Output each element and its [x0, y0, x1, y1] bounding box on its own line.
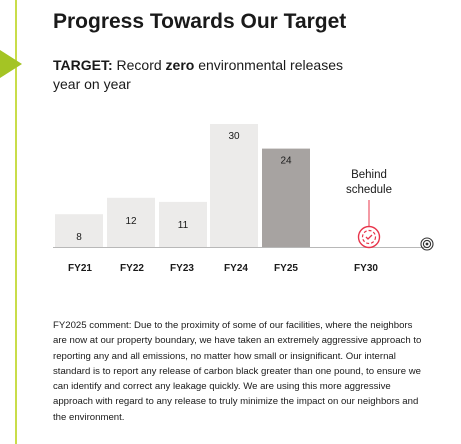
tick-label-fy23: FY23 [170, 263, 194, 274]
target-emphasis: zero [165, 57, 195, 73]
bar-fy23 [159, 201, 207, 247]
target-label: TARGET: [53, 57, 113, 73]
bar-fy22 [107, 197, 155, 247]
data-label-fy24: 30 [228, 131, 240, 142]
page-title: Progress Towards Our Target [53, 10, 347, 33]
target-bullseye-icon [420, 237, 434, 251]
section-marker-arrow [0, 50, 22, 78]
bar-fy21 [55, 214, 103, 247]
content-frame [15, 0, 461, 444]
tick-label-fy22: FY22 [120, 263, 144, 274]
fy2025-comment: FY2025 comment: Due to the proximity of … [53, 320, 422, 423]
target-status-label: Behind schedule [346, 169, 392, 196]
data-label-fy23: 11 [178, 220, 189, 231]
data-label-fy21: 8 [76, 232, 82, 243]
tick-label-fy21: FY21 [68, 263, 92, 274]
progress-bar-chart: 8 12 11 30 24 FY21 FY22 FY23 FY24 FY25 FY30 Behind s… [53, 124, 434, 274]
bar-fy24 [210, 124, 258, 247]
tick-label-fy24: FY24 [224, 263, 248, 274]
target-text-after: environmental releases year on year [53, 57, 343, 92]
behind-schedule-clock-icon [357, 225, 381, 249]
bar-fy25 [262, 148, 310, 247]
tick-label-fy25: FY25 [274, 263, 298, 274]
target-statement: TARGET: Record zero environmental releas… [53, 56, 373, 94]
data-label-fy25: 24 [280, 156, 292, 167]
data-label-fy22: 12 [125, 216, 137, 227]
tick-label-fy30: FY30 [354, 263, 378, 274]
target-text-before: Record [112, 57, 166, 73]
